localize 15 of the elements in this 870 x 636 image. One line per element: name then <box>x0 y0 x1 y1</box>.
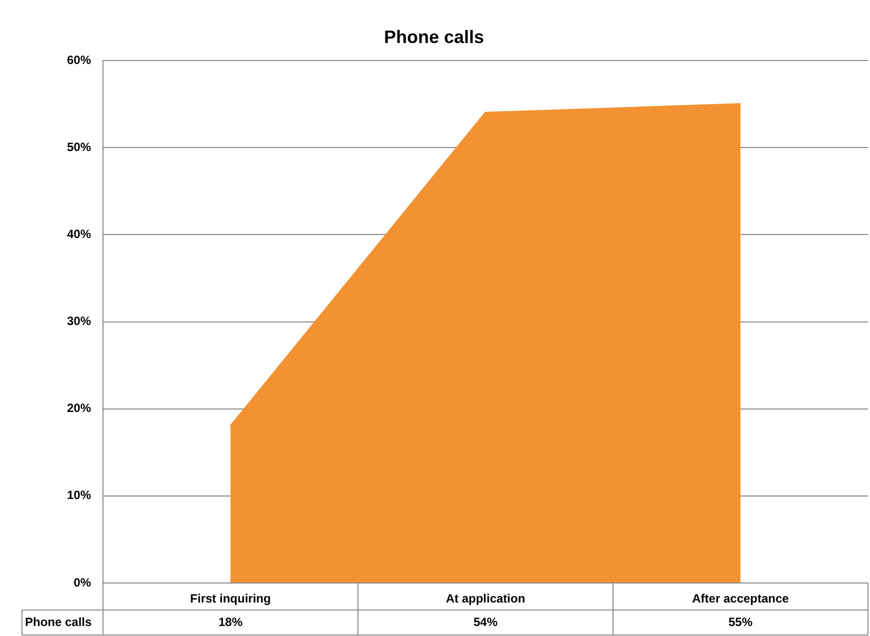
text: Phone calls <box>25 614 92 629</box>
x-tick-label: After acceptance <box>692 592 790 606</box>
data-label: 18% <box>218 614 243 629</box>
y-tick-label: 0% <box>74 575 92 590</box>
x-tick-label: First inquiring <box>190 592 271 606</box>
y-tick-label: 40% <box>66 227 92 242</box>
data-label: 54% <box>473 614 498 629</box>
y-tick-label: 10% <box>66 488 92 502</box>
y-tick-label: 30% <box>66 314 92 328</box>
y-tick-label: 60% <box>66 52 92 67</box>
y-tick-label: 20% <box>66 401 92 416</box>
y-tick-label: 50% <box>66 140 92 154</box>
x-tick-label: At application <box>446 592 526 606</box>
chart-title: Phone calls <box>384 26 484 47</box>
data-label: 55% <box>728 614 753 629</box>
